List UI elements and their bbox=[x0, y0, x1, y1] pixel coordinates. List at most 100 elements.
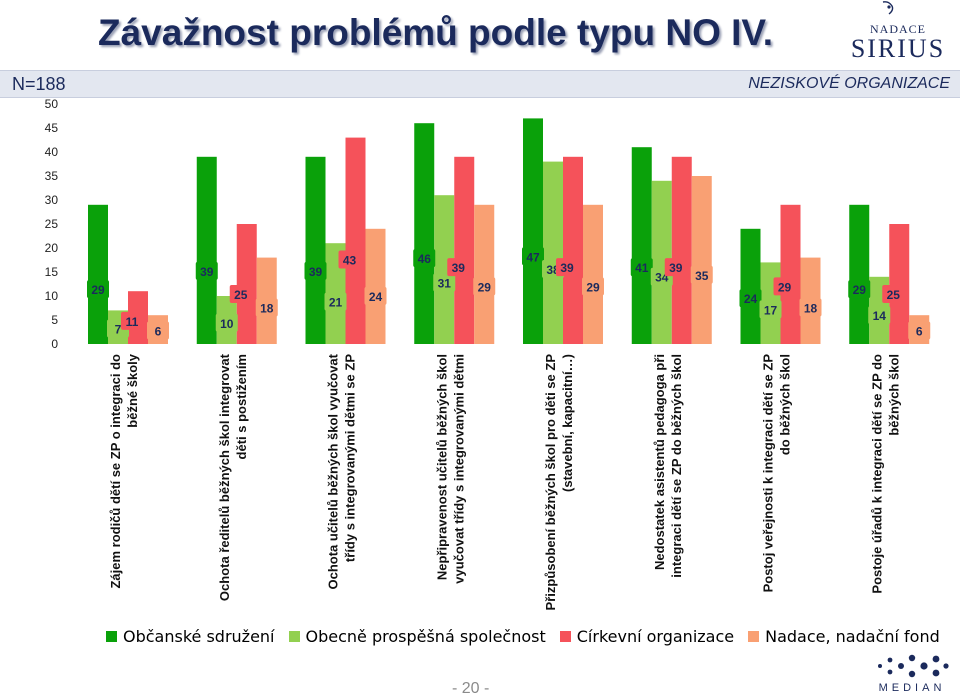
star-swoosh-icon bbox=[882, 1, 894, 15]
y-axis: 0 5 10 15 20 25 30 35 40 45 50 bbox=[45, 97, 59, 351]
data-label: 6 bbox=[908, 321, 931, 340]
category-label: Zájem rodičů dětí se ZP o integraci do bě… bbox=[108, 353, 140, 588]
y-tick-label: 45 bbox=[45, 121, 59, 135]
bar bbox=[849, 204, 870, 344]
y-tick-label: 10 bbox=[45, 289, 59, 303]
data-label: 39 bbox=[664, 258, 687, 277]
category-label: Nedostatek asistentů pedagoga při integra… bbox=[652, 354, 684, 578]
bar bbox=[305, 156, 326, 344]
bar bbox=[414, 123, 435, 344]
data-label-box bbox=[582, 277, 604, 296]
data-label-box bbox=[121, 311, 143, 330]
category-label-line: děti s postižením bbox=[234, 354, 249, 459]
data-label-text: 10 bbox=[220, 317, 234, 331]
category-label: Ochota učitelů běžných škol vyučovat tříd… bbox=[326, 353, 358, 589]
category-label: Nepřipravenost učitelů běžných škol vyučo… bbox=[434, 354, 466, 584]
data-label-box bbox=[147, 321, 169, 340]
legend-label: Nadace, nadační fond bbox=[765, 626, 940, 646]
data-label: 39 bbox=[195, 261, 218, 280]
category-label-line: Zájem rodičů dětí se ZP o integraci do bbox=[108, 354, 123, 589]
data-label: 46 bbox=[413, 249, 436, 268]
data-label-text: 18 bbox=[260, 301, 274, 315]
data-label-text: 14 bbox=[873, 309, 887, 323]
y-tick-label: 50 bbox=[45, 97, 59, 111]
bar bbox=[889, 224, 910, 344]
data-label: 29 bbox=[473, 277, 496, 296]
data-label-text: 29 bbox=[91, 283, 105, 297]
chart-title: Závažnost problémů podle typu NO IV. bbox=[98, 12, 773, 53]
category-label-line: integraci dětí se ZP do běžných škol bbox=[669, 354, 684, 578]
bars bbox=[88, 118, 930, 345]
data-label: 29 bbox=[848, 280, 871, 299]
category-label-line: třídy s integrovanými dětmi se ZP bbox=[343, 354, 358, 562]
data-label-text: 18 bbox=[804, 301, 818, 315]
y-tick-label: 5 bbox=[51, 313, 58, 327]
logo-sirius-text: SIRIUS bbox=[850, 34, 946, 63]
data-label-text: 24 bbox=[744, 292, 758, 306]
bar bbox=[583, 204, 603, 344]
legend-label: Obecně prospěšná společnost bbox=[305, 626, 546, 646]
data-label-text: 6 bbox=[155, 324, 162, 338]
category-label-line: běžných škol bbox=[886, 354, 901, 436]
data-label: 47 bbox=[522, 247, 544, 266]
y-tick-label: 35 bbox=[45, 169, 59, 183]
category-label-line: Postoje úřadů k integraci dětí se ZP do bbox=[869, 354, 884, 594]
category-labels: Zájem rodičů dětí se ZP o integraci do bě… bbox=[108, 353, 901, 610]
data-label: 25 bbox=[882, 285, 905, 303]
category-label-line: vyučovat třídy s integrovanými dětmi bbox=[451, 354, 466, 584]
data-label: 18 bbox=[799, 298, 822, 317]
data-label-text: 41 bbox=[635, 261, 649, 275]
data-label-text: 31 bbox=[438, 276, 452, 290]
data-label-box bbox=[759, 300, 782, 319]
category-label-line: Nedostatek asistentů pedagoga při bbox=[652, 354, 667, 570]
data-label: 29 bbox=[582, 277, 604, 296]
data-label-text: 17 bbox=[764, 303, 778, 317]
data-label-text: 25 bbox=[887, 288, 901, 302]
data-label-box bbox=[799, 298, 822, 317]
data-label-text: 29 bbox=[586, 280, 600, 294]
data-label: 31 bbox=[433, 273, 456, 292]
y-tick-label: 20 bbox=[45, 241, 59, 255]
sample-size-label: N=188 bbox=[12, 74, 66, 94]
data-label-box bbox=[215, 313, 238, 332]
data-label: 17 bbox=[759, 300, 782, 319]
bar bbox=[780, 204, 801, 344]
data-label: 29 bbox=[773, 277, 796, 296]
legend-label: Občanské sdružení bbox=[123, 626, 275, 646]
data-label: 41 bbox=[630, 258, 653, 277]
data-label-text: 39 bbox=[309, 265, 323, 279]
data-label-text: 39 bbox=[200, 265, 214, 279]
category-label-line: do běžných škol bbox=[778, 354, 793, 455]
data-label-box bbox=[848, 280, 871, 299]
bar bbox=[345, 137, 366, 344]
data-label-box bbox=[739, 289, 762, 308]
category-label-line: Nepřipravenost učitelů běžných škol bbox=[434, 354, 449, 580]
legend-item: Občanské sdružení bbox=[106, 627, 275, 646]
category-label-line: Přizpůsobení běžných škol pro děti se ZP bbox=[543, 354, 558, 611]
logo-median-text: MEDIAN bbox=[878, 682, 946, 694]
y-tick-label: 15 bbox=[45, 265, 59, 279]
sample-info-bar: N=188 NEZISKOVÉ ORGANIZACE bbox=[0, 70, 960, 98]
y-tick-label: 0 bbox=[51, 337, 58, 351]
data-label: 18 bbox=[255, 298, 278, 317]
data-label-box bbox=[433, 273, 456, 292]
legend-swatch bbox=[559, 630, 571, 642]
legend-item: Obecně prospěšná společnost bbox=[288, 626, 546, 646]
bar bbox=[365, 228, 386, 344]
data-label-box bbox=[773, 277, 796, 296]
organization-type-label: NEZISKOVÉ ORGANIZACE bbox=[748, 75, 950, 92]
data-label-text: 46 bbox=[418, 252, 432, 266]
legend: Občanské sdružení Obecně prospěšná spole… bbox=[106, 625, 954, 647]
category-label: Postoj veřejnosti k integraci dětí se ZP… bbox=[761, 354, 793, 593]
data-label-box bbox=[413, 249, 436, 268]
data-label: 11 bbox=[121, 311, 143, 330]
legend-label: Církevní organizace bbox=[576, 626, 735, 646]
data-label-box bbox=[690, 265, 713, 284]
bar bbox=[474, 204, 495, 344]
data-label-box bbox=[868, 306, 891, 325]
legend-swatch bbox=[106, 630, 117, 642]
category-label: Ochota ředitelů běžných škol integrovat d… bbox=[217, 353, 249, 601]
data-label-text: 35 bbox=[695, 269, 709, 283]
data-label-box bbox=[195, 261, 218, 280]
